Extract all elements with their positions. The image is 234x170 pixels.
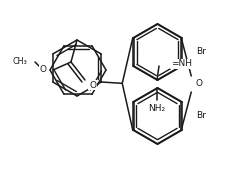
Text: CH₃: CH₃ [12,57,27,66]
Text: Br: Br [196,112,206,121]
Text: Br: Br [196,47,206,56]
Text: =NH: =NH [171,59,192,69]
Text: NH₂: NH₂ [148,104,166,113]
Text: O: O [196,80,203,89]
Text: NH: NH [173,59,186,69]
Text: O: O [40,65,47,74]
Text: O: O [89,81,96,89]
